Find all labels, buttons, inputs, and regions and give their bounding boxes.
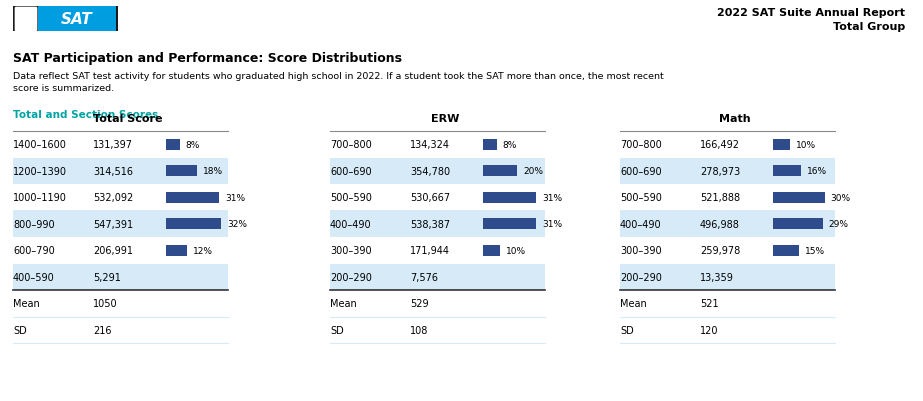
Text: 300–390: 300–390 <box>330 246 372 255</box>
FancyBboxPatch shape <box>38 7 116 32</box>
Text: 108: 108 <box>410 325 428 335</box>
Text: 600–690: 600–690 <box>330 166 372 176</box>
Text: Data reflect SAT test activity for students who graduated high school in 2022. I: Data reflect SAT test activity for stude… <box>13 72 664 93</box>
FancyBboxPatch shape <box>166 192 220 203</box>
Text: 400–490: 400–490 <box>330 219 372 229</box>
Text: 800–990: 800–990 <box>13 219 54 229</box>
Text: 547,391: 547,391 <box>93 219 133 229</box>
Text: 15%: 15% <box>805 246 825 255</box>
FancyBboxPatch shape <box>13 7 118 32</box>
Text: 278,973: 278,973 <box>700 166 740 176</box>
Text: SAT: SAT <box>61 12 93 27</box>
Text: 29%: 29% <box>829 220 849 229</box>
Text: 400–490: 400–490 <box>620 219 662 229</box>
FancyBboxPatch shape <box>166 245 186 256</box>
Text: 1000–1190: 1000–1190 <box>13 193 66 203</box>
FancyBboxPatch shape <box>483 140 497 150</box>
FancyBboxPatch shape <box>330 211 545 237</box>
FancyBboxPatch shape <box>483 166 518 177</box>
Text: Mean: Mean <box>620 298 647 308</box>
Text: ERW: ERW <box>431 114 459 124</box>
FancyBboxPatch shape <box>483 245 500 256</box>
Text: 5,291: 5,291 <box>93 272 121 282</box>
Text: 206,991: 206,991 <box>93 246 133 255</box>
Text: 521: 521 <box>700 298 719 308</box>
Text: 532,092: 532,092 <box>93 193 133 203</box>
FancyBboxPatch shape <box>773 219 822 230</box>
FancyBboxPatch shape <box>773 245 798 256</box>
Text: 259,978: 259,978 <box>700 246 740 255</box>
FancyBboxPatch shape <box>15 8 37 32</box>
Text: 12%: 12% <box>193 246 212 255</box>
Text: Math: Math <box>719 114 750 124</box>
Text: 10%: 10% <box>506 246 526 255</box>
Text: 538,387: 538,387 <box>410 219 450 229</box>
FancyBboxPatch shape <box>166 140 180 150</box>
Text: 1050: 1050 <box>93 298 117 308</box>
Text: 20%: 20% <box>523 167 544 176</box>
FancyBboxPatch shape <box>13 264 228 290</box>
Text: 166,492: 166,492 <box>700 140 740 150</box>
Text: 200–290: 200–290 <box>620 272 662 282</box>
Text: 134,324: 134,324 <box>410 140 450 150</box>
Text: 529: 529 <box>410 298 428 308</box>
FancyBboxPatch shape <box>620 264 835 290</box>
Text: 16%: 16% <box>807 167 827 176</box>
Text: 1200–1390: 1200–1390 <box>13 166 67 176</box>
Text: Total Score: Total Score <box>93 114 162 124</box>
Text: Mean: Mean <box>13 298 40 308</box>
Text: 400–590: 400–590 <box>13 272 54 282</box>
Text: 30%: 30% <box>831 193 851 202</box>
Text: 31%: 31% <box>225 193 246 202</box>
Text: SD: SD <box>13 325 27 335</box>
Text: SD: SD <box>620 325 634 335</box>
Text: 7,576: 7,576 <box>410 272 438 282</box>
Text: Total and Section Scores: Total and Section Scores <box>13 110 158 120</box>
Text: 8%: 8% <box>186 140 200 150</box>
Text: SD: SD <box>330 325 343 335</box>
Text: 200–290: 200–290 <box>330 272 372 282</box>
Text: 521,888: 521,888 <box>700 193 740 203</box>
Text: Mean: Mean <box>330 298 357 308</box>
Text: 600–690: 600–690 <box>620 166 662 176</box>
Text: 31%: 31% <box>543 220 562 229</box>
Text: 18%: 18% <box>203 167 223 176</box>
Text: 600–790: 600–790 <box>13 246 54 255</box>
FancyBboxPatch shape <box>620 211 835 237</box>
Text: 700–800: 700–800 <box>330 140 372 150</box>
Text: 300–390: 300–390 <box>620 246 662 255</box>
FancyBboxPatch shape <box>166 166 197 177</box>
Text: 500–590: 500–590 <box>330 193 372 203</box>
Text: 530,667: 530,667 <box>410 193 450 203</box>
Text: 31%: 31% <box>543 193 562 202</box>
FancyBboxPatch shape <box>483 192 536 203</box>
Text: 10%: 10% <box>797 140 816 150</box>
Text: 171,944: 171,944 <box>410 246 450 255</box>
FancyBboxPatch shape <box>166 219 221 230</box>
Text: 216: 216 <box>93 325 112 335</box>
FancyBboxPatch shape <box>483 219 536 230</box>
Text: 2022 SAT Suite Annual Report
Total Group: 2022 SAT Suite Annual Report Total Group <box>717 8 905 32</box>
FancyBboxPatch shape <box>773 192 824 203</box>
Text: 700–800: 700–800 <box>620 140 662 150</box>
Text: 496,988: 496,988 <box>700 219 740 229</box>
Text: 13,359: 13,359 <box>700 272 734 282</box>
FancyBboxPatch shape <box>773 140 790 150</box>
Text: SAT Participation and Performance: Score Distributions: SAT Participation and Performance: Score… <box>13 52 402 65</box>
Text: 120: 120 <box>700 325 718 335</box>
Text: 314,516: 314,516 <box>93 166 133 176</box>
FancyBboxPatch shape <box>330 158 545 184</box>
Text: 131,397: 131,397 <box>93 140 133 150</box>
FancyBboxPatch shape <box>330 264 545 290</box>
Text: 1400–1600: 1400–1600 <box>13 140 66 150</box>
FancyBboxPatch shape <box>620 158 835 184</box>
FancyBboxPatch shape <box>13 211 228 237</box>
FancyBboxPatch shape <box>13 158 228 184</box>
Text: 500–590: 500–590 <box>620 193 662 203</box>
Text: 8%: 8% <box>503 140 517 150</box>
FancyBboxPatch shape <box>773 166 800 177</box>
Text: 354,780: 354,780 <box>410 166 450 176</box>
Text: 32%: 32% <box>227 220 247 229</box>
